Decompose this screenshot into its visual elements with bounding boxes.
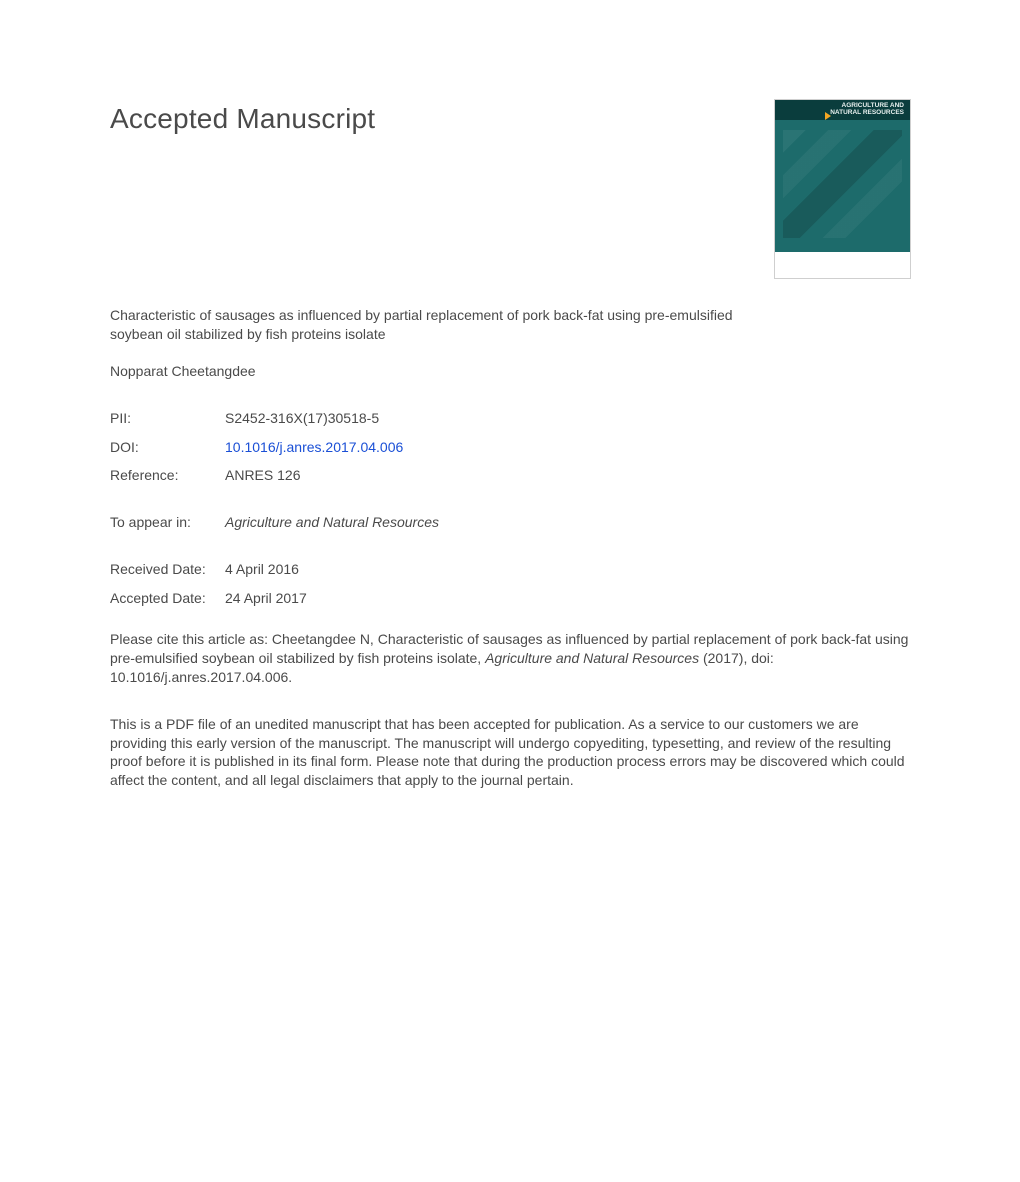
cover-band-bottom — [775, 252, 910, 278]
metadata-table: PII: S2452-316X(17)30518-5 DOI: 10.1016/… — [110, 409, 910, 608]
received-date-label: Received Date: — [110, 560, 225, 579]
cover-pattern — [783, 130, 902, 238]
reference-label: Reference: — [110, 466, 225, 485]
reference-value: ANRES 126 — [225, 466, 910, 485]
doi-label: DOI: — [110, 438, 225, 457]
article-authors: Nopparat Cheetangdee — [110, 362, 910, 381]
to-appear-value: Agriculture and Natural Resources — [225, 513, 910, 532]
citation-text: Please cite this article as: Cheetangdee… — [110, 630, 910, 687]
pii-label: PII: — [110, 409, 225, 428]
spacer — [110, 495, 910, 503]
cover-journal-name-line2: NATURAL RESOURCES — [830, 110, 904, 117]
journal-cover: AGRICULTURE AND NATURAL RESOURCES — [775, 100, 910, 278]
page-title: Accepted Manuscript — [110, 100, 375, 138]
arrow-icon — [825, 112, 831, 120]
disclaimer-text: This is a PDF file of an unedited manusc… — [110, 715, 910, 791]
to-appear-label: To appear in: — [110, 513, 225, 532]
spacer — [110, 542, 910, 550]
cover-band-top: AGRICULTURE AND NATURAL RESOURCES — [775, 100, 910, 120]
cover-journal-name: AGRICULTURE AND NATURAL RESOURCES — [830, 103, 904, 117]
received-date-value: 4 April 2016 — [225, 560, 910, 579]
doi-link[interactable]: 10.1016/j.anres.2017.04.006 — [225, 438, 910, 457]
citation-journal: Agriculture and Natural Resources — [485, 650, 699, 666]
accepted-date-label: Accepted Date: — [110, 589, 225, 608]
accepted-date-value: 24 April 2017 — [225, 589, 910, 608]
pii-value: S2452-316X(17)30518-5 — [225, 409, 910, 428]
article-title: Characteristic of sausages as influenced… — [110, 306, 760, 344]
